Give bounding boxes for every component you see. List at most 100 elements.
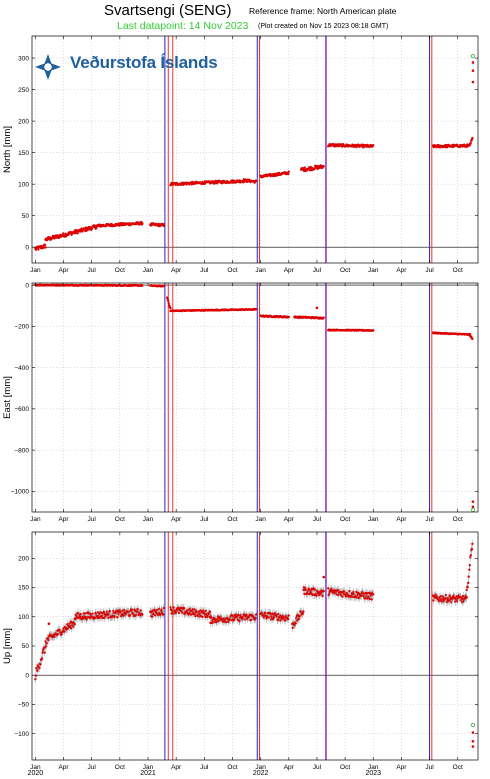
data-point xyxy=(162,224,165,228)
data-point xyxy=(276,618,280,622)
x-tick-label: Jul xyxy=(200,764,209,771)
x-tick-label: Oct xyxy=(227,764,237,771)
reference-frame-label: Reference frame: North American plate xyxy=(249,6,397,16)
x-tick-label: Apr xyxy=(171,764,182,771)
data-point xyxy=(467,581,470,585)
x-tick-label: Jan xyxy=(30,516,41,523)
x-tick-label: Oct xyxy=(115,267,125,274)
data-point xyxy=(93,616,97,620)
data-point xyxy=(118,609,122,612)
y-tick-label: −50 xyxy=(18,702,29,709)
data-point xyxy=(141,613,144,616)
data-series-segment xyxy=(327,584,375,604)
data-point xyxy=(348,589,351,593)
y-tick-label: 0 xyxy=(25,672,29,679)
data-series-segment xyxy=(431,331,472,336)
data-series-segment xyxy=(34,283,144,288)
data-point xyxy=(141,222,144,225)
panel-0: 0 50 100 150 200 250 300 Jan Apr Jul Oct Jan Apr Jul O… xyxy=(2,35,479,274)
data-point xyxy=(287,614,290,617)
data-point xyxy=(37,248,40,251)
data-point xyxy=(43,651,46,654)
x-tick-label: Apr xyxy=(58,516,69,523)
data-point xyxy=(169,306,172,310)
data-point xyxy=(304,586,307,590)
x-tick-label: Jul xyxy=(88,764,97,771)
data-point xyxy=(111,614,114,617)
data-point xyxy=(254,179,258,183)
data-point xyxy=(167,302,171,305)
x-tick-label: Oct xyxy=(115,516,125,523)
y-tick-label: −600 xyxy=(14,406,29,413)
y-tick-label: 0 xyxy=(25,282,29,289)
data-point xyxy=(372,593,375,596)
data-point xyxy=(162,613,165,616)
data-point xyxy=(36,669,39,672)
data-point xyxy=(172,606,175,609)
y-tick-label: −200 xyxy=(14,324,29,331)
data-series-segment xyxy=(327,328,375,332)
data-point xyxy=(264,612,267,615)
data-point xyxy=(39,663,42,666)
data-point xyxy=(279,619,282,622)
data-point xyxy=(341,595,344,598)
data-point xyxy=(44,644,48,648)
data-series-segment xyxy=(290,607,305,632)
data-point xyxy=(468,568,471,571)
data-point xyxy=(116,616,119,619)
data-point xyxy=(303,592,306,596)
data-point xyxy=(301,612,305,615)
extra-marker-red xyxy=(471,505,475,509)
y-tick-label: 300 xyxy=(18,55,29,62)
y-tick-label: 150 xyxy=(18,585,29,592)
data-point xyxy=(302,610,305,613)
plot-header: Svartsengi (SENG) Reference frame: North… xyxy=(0,0,490,34)
data-point xyxy=(287,315,290,319)
x-tick-label: Oct xyxy=(340,764,350,771)
data-point xyxy=(322,589,325,593)
data-point xyxy=(467,575,470,578)
data-series-segment xyxy=(327,142,375,149)
data-series-segment xyxy=(299,164,325,173)
x-tick-label: Jan xyxy=(143,267,154,274)
data-point xyxy=(372,144,375,147)
panel-frame xyxy=(31,35,479,264)
x-tick-label: Jan xyxy=(255,267,266,274)
data-point xyxy=(471,542,474,546)
data-point xyxy=(76,232,79,235)
x-tick-label: Jul xyxy=(200,267,209,274)
data-point xyxy=(48,236,52,239)
data-point xyxy=(471,337,474,341)
data-point xyxy=(188,607,192,610)
x-tick-label: Jul xyxy=(425,267,434,274)
x-tick-label: Oct xyxy=(340,267,350,274)
extra-marker-red xyxy=(471,80,475,84)
data-point xyxy=(84,226,88,229)
x-tick-label: Oct xyxy=(453,516,463,523)
data-series-segment xyxy=(44,224,99,242)
station-title: Svartsengi (SENG) xyxy=(104,2,232,19)
data-point xyxy=(193,608,196,611)
x-tick-label: Jul xyxy=(313,764,322,771)
panel-frame xyxy=(31,282,479,513)
data-series-segment xyxy=(149,603,165,621)
x-tick-label: Jan xyxy=(143,516,154,523)
data-point xyxy=(294,622,297,625)
data-series-segment xyxy=(468,334,474,341)
imo-logo-text: Veðurstofa Íslands xyxy=(70,53,218,72)
data-point xyxy=(441,595,445,598)
x-tick-label: Jul xyxy=(313,267,322,274)
extra-marker-red xyxy=(471,61,475,64)
year-label: 2023 xyxy=(365,770,381,777)
x-tick-label: Jan xyxy=(368,516,379,523)
y-axis-label: North [mm] xyxy=(2,126,13,173)
data-point xyxy=(135,613,138,616)
x-tick-label: Jul xyxy=(88,516,97,523)
x-tick-label: Oct xyxy=(227,267,237,274)
imo-logo-icon xyxy=(35,54,61,80)
x-tick-label: Jan xyxy=(368,764,379,771)
data-series-segment xyxy=(259,608,290,625)
x-tick-label: Oct xyxy=(453,267,463,274)
x-tick-label: Jan xyxy=(255,516,266,523)
extra-marker-red xyxy=(471,731,475,734)
